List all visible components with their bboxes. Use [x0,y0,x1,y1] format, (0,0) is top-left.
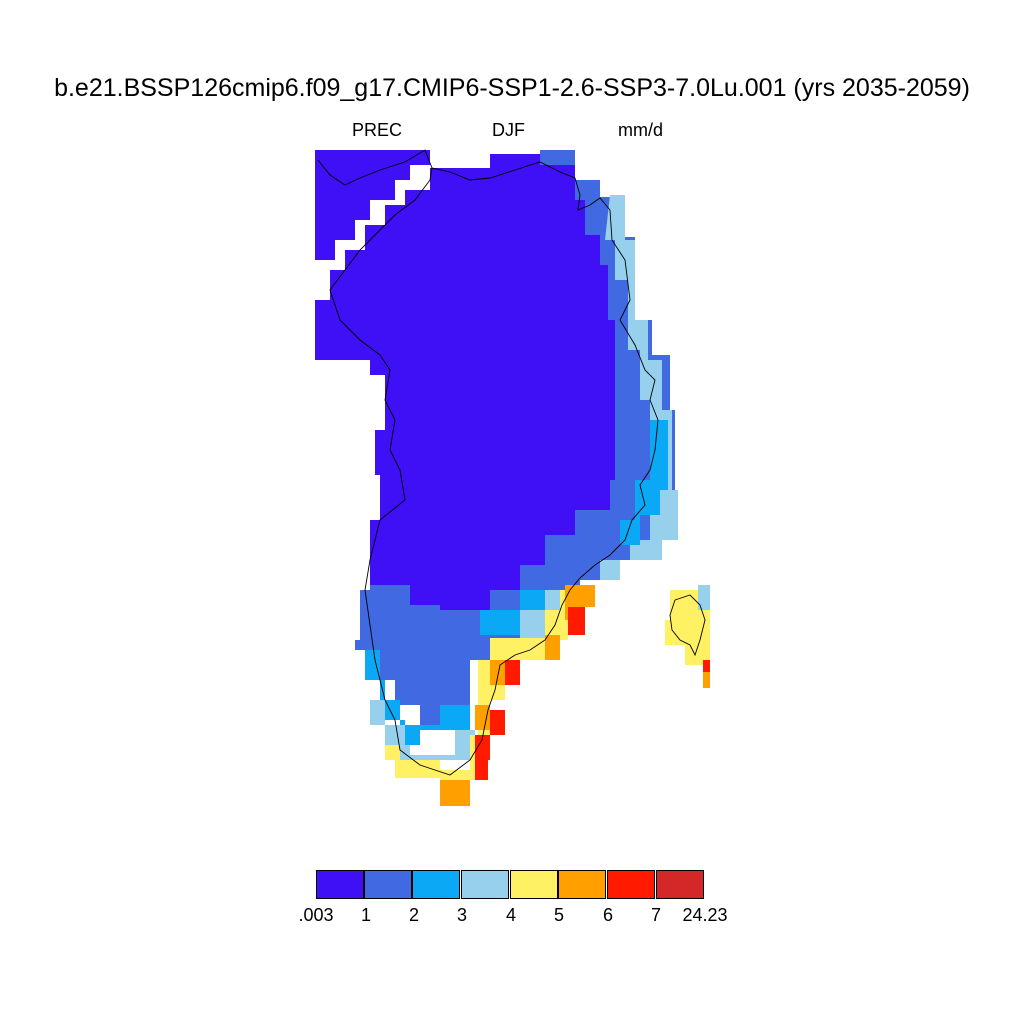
iceland-region-bin4 [665,590,710,665]
precip-region-bin2-se [480,590,545,635]
colorbar-label-3: 3 [456,905,468,925]
north-ocean-gap [315,165,430,300]
precip-region-bin3-south [370,700,475,770]
plot-title: b.e21.BSSP126cmip6.f09_g17.CMIP6-SSP1-2.… [54,74,970,102]
precip-region-bin6-se [568,607,585,635]
colorbar-label-4: 4 [505,905,517,925]
colorbar-label-0: .003 [298,905,334,925]
colorbar-swatch-1 [364,870,412,899]
colorbar-swatch-4 [510,870,558,899]
units-label: mm/d [618,120,663,140]
precip-region-bin4-south [385,735,478,790]
iceland-region-bin3 [698,585,710,610]
precip-region-bin3-east [600,195,678,580]
season-label: DJF [492,120,525,140]
precip-region-bin5-se4 [475,705,490,730]
greenland-coastline [317,149,659,776]
precip-region-bin0 [315,150,615,610]
colorbar-label-1: 1 [360,905,372,925]
colorbar-label-5: 5 [553,905,565,925]
iceland-coastline [669,594,706,657]
precip-region-bin2-east [620,420,668,545]
colorbar-swatch-7 [656,870,704,899]
precip-region-bin4-se2 [545,590,568,640]
precip-region-bin3-se [520,590,565,638]
colorbar-label-8: 24.23 [682,905,728,925]
colorbar-swatch-0 [316,870,364,899]
colorbar-label-7: 7 [650,905,662,925]
colorbar-swatch-3 [461,870,509,899]
colorbar-swatch-2 [412,870,460,899]
colorbar-swatch-5 [558,870,606,899]
colorbar-label-6: 6 [602,905,614,925]
colorbar-label-2: 2 [408,905,420,925]
precip-region-bin5-se3 [490,660,505,685]
precip-region-bin2-south [365,650,470,745]
precip-region-bin5-tip [440,780,470,806]
variable-label: PREC [352,120,403,140]
iceland-region-bin6 [703,660,710,672]
precip-region-bin6-se2 [475,660,520,780]
precip-region-bin5-se2 [545,635,560,660]
colorbar-swatch-6 [607,870,655,899]
